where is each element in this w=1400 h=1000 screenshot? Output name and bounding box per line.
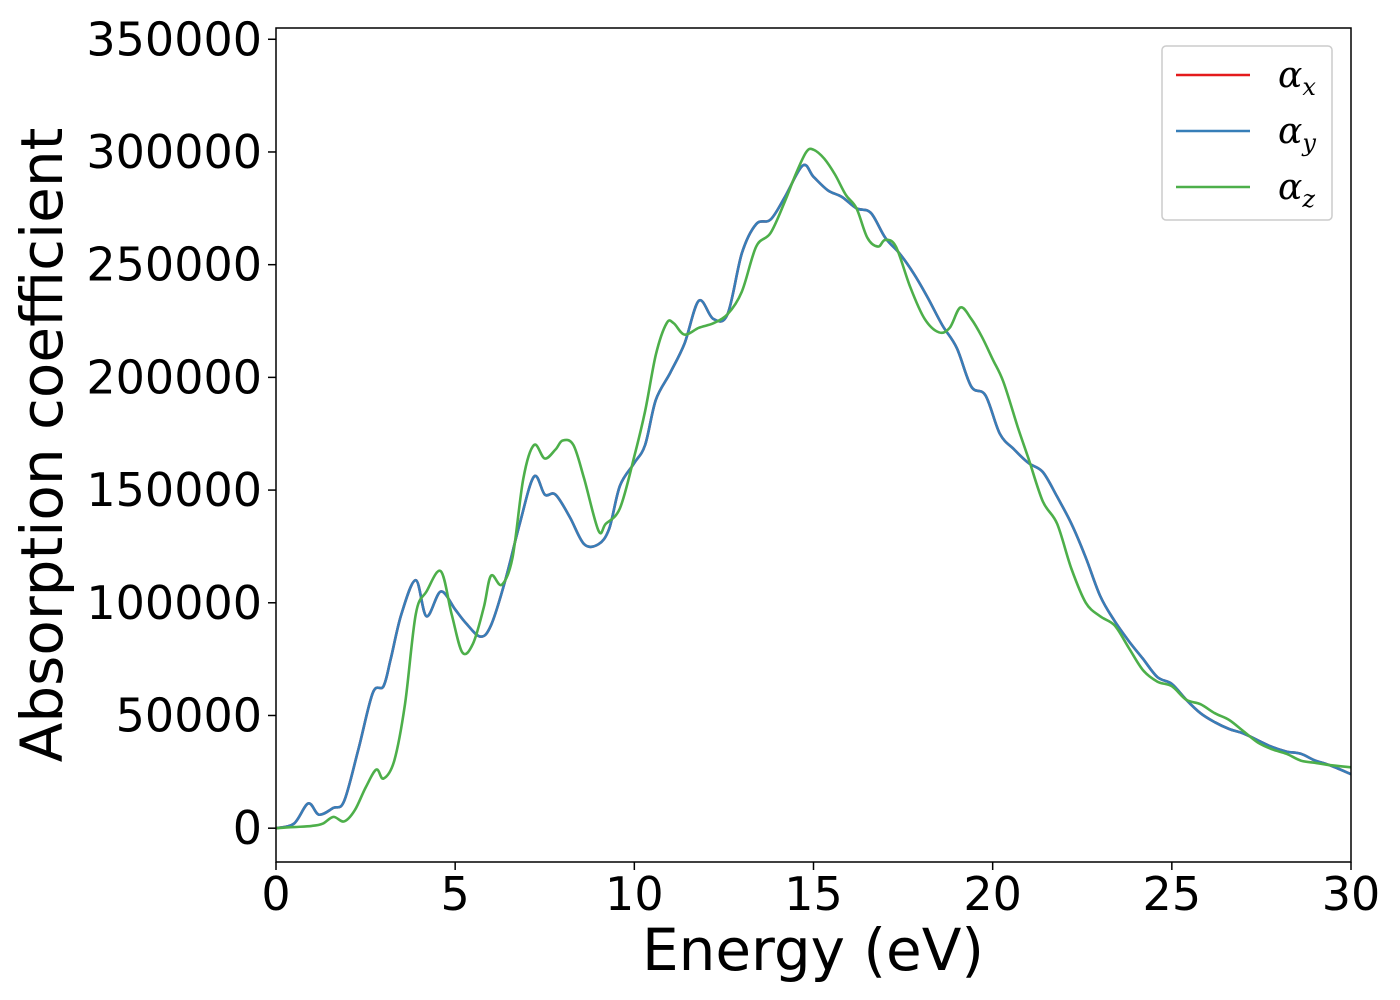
x-tick-label: 20 [963,867,1022,921]
x-tick-label: 30 [1322,867,1381,921]
x-axis-ticks: 0 5 10 15 20 25 30 [261,862,1380,921]
y-tick-label: 350000 [86,12,262,66]
series-line-x [276,163,1351,830]
x-axis-label: Energy (eV) [642,916,984,984]
x-tick-label: 10 [605,867,664,921]
y-axis-label: Absorption coefficient [8,128,76,763]
y-tick-label: 50000 [116,688,262,742]
legend-box [1161,45,1333,221]
legend-label-x: αx [1278,55,1316,101]
x-tick-label: 0 [261,867,290,921]
y-tick-label: 300000 [86,125,262,179]
y-tick-label: 150000 [86,463,262,517]
series-line-y [276,163,1351,830]
y-tick-label: 0 [233,801,262,855]
y-tick-label: 200000 [86,350,262,404]
y-tick-label: 250000 [86,238,262,292]
legend-label-y: αy [1278,111,1316,157]
y-axis-ticks: 0 50000 100000 150000 200000 250000 300000 3500… [86,12,276,855]
x-tick-label: 5 [441,867,470,921]
y-tick-label: 100000 [86,576,262,630]
x-tick-label: 25 [1143,867,1202,921]
series-line-z [276,147,1351,830]
series-layer [276,147,1351,830]
x-tick-label: 15 [784,867,843,921]
